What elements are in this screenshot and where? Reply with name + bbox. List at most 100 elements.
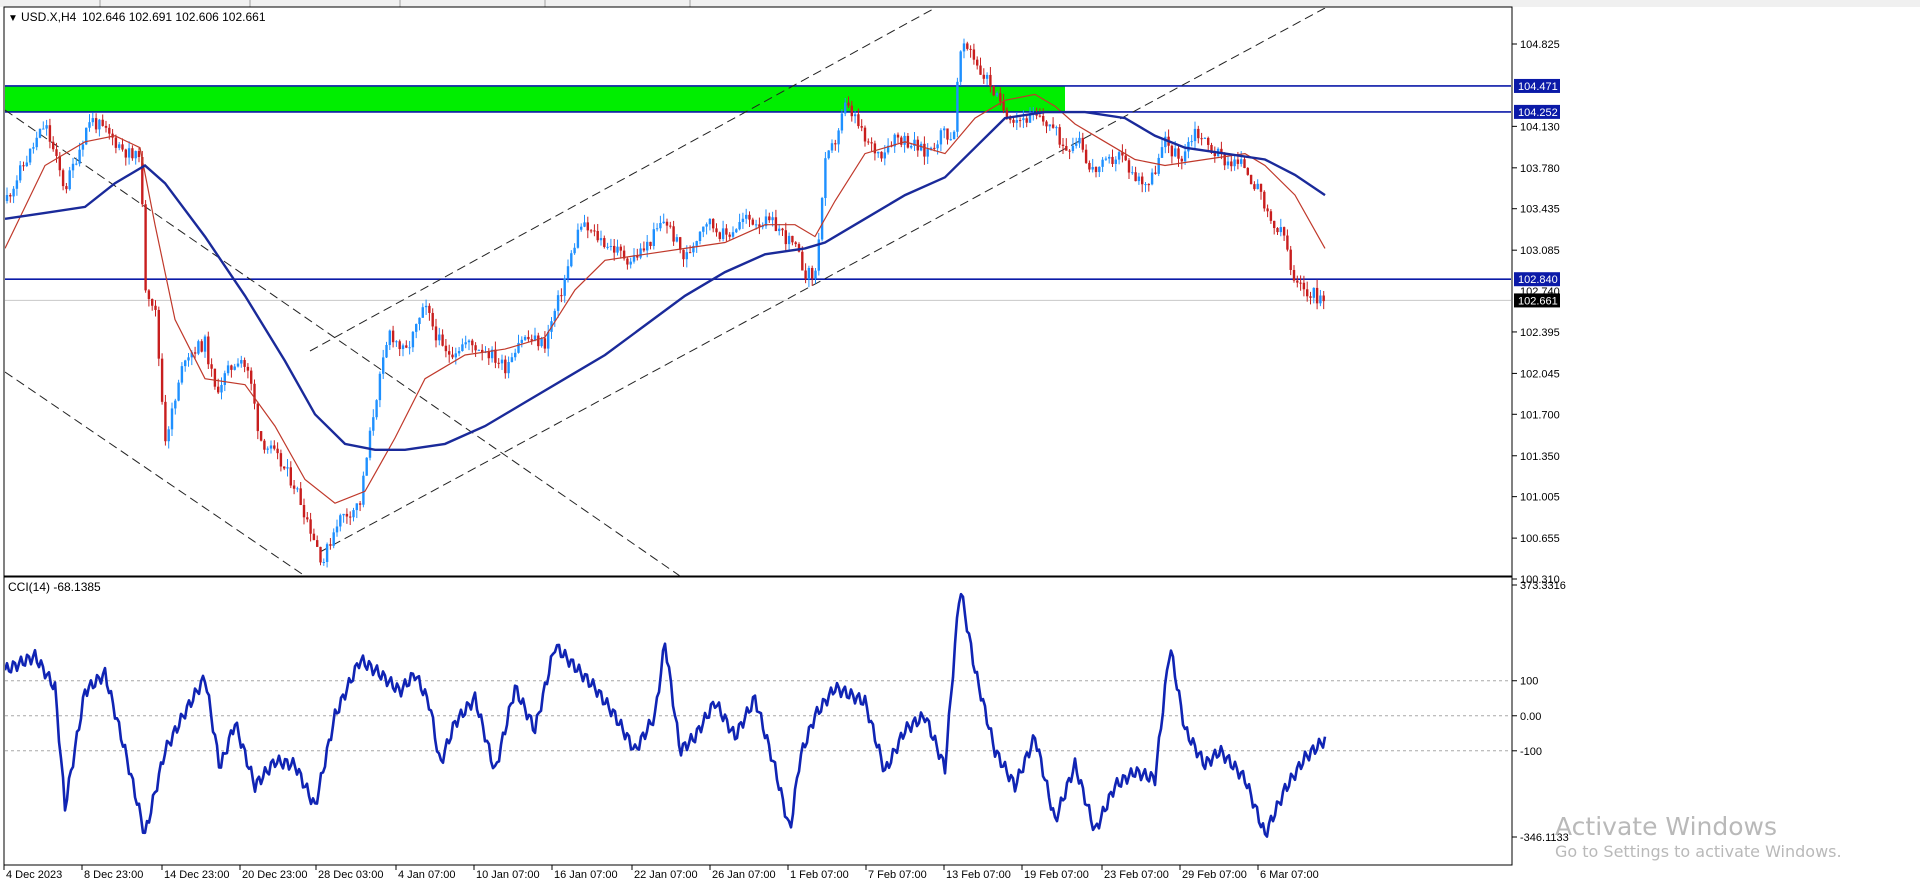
price-axis-label: 102.395 [1520,327,1560,339]
descending-channel-upper[interactable] [5,109,681,576]
candle-body [421,307,424,318]
candle-body [352,510,355,518]
candle-body [1124,155,1127,161]
candle-body [190,352,193,358]
candle-body [342,513,345,516]
candle-body [1256,183,1259,190]
candle-body [781,228,784,231]
candle-body [847,102,850,106]
candle-body [5,195,9,202]
candle-body [1002,101,1005,111]
lower-channel-line[interactable] [319,8,1326,553]
candle-body [411,331,415,348]
descending-channel-lower[interactable] [5,371,306,576]
candle-body [741,218,745,223]
time-axis-label: 16 Jan 07:00 [554,869,618,881]
candle-body [418,317,421,325]
candle-body [583,222,586,227]
candle-body [563,278,566,296]
candle-body [936,144,939,149]
candle-body [1144,184,1147,186]
candle-body [1038,115,1042,117]
candle-body [1088,162,1091,170]
windows-activation-watermark: Activate Windows Go to Settings to activ… [1555,812,1842,862]
candle-body [702,226,705,232]
candle-body [223,373,226,385]
candle-body [431,312,434,327]
candle-body [329,544,332,546]
candle-body [976,59,979,66]
candle-body [319,546,322,563]
candle-body [61,170,65,187]
candle-body [28,148,32,163]
candle-body [200,341,203,352]
cci-line [5,592,1327,838]
candle-body [1081,137,1084,150]
supply-zone [5,85,1065,112]
candle-body [477,349,481,351]
candle-body [662,221,665,224]
candle-body [596,230,599,241]
candle-body [1269,211,1273,221]
candle-body [1174,148,1177,157]
candle-body [1055,127,1058,129]
candle-body [424,305,428,308]
upper-channel-line[interactable] [309,8,936,352]
candle-body [576,229,580,248]
candle-body [754,224,758,226]
candle-body [286,467,289,469]
candle-body [144,204,147,291]
candle-body [606,246,609,248]
candle-body [230,365,233,370]
candle-body [1302,282,1306,290]
chart-symbol-label: USD.X,H4 [21,10,77,24]
candle-body [213,368,217,387]
candle-body [1236,159,1240,164]
candle-body [1197,128,1200,139]
candle-body [1190,141,1193,143]
candle-body [718,232,721,240]
candle-body [910,145,913,148]
candle-body [75,163,78,165]
candle-body [629,261,632,265]
candle-body [669,225,672,227]
candle-body [355,503,358,511]
candle-body [385,344,388,358]
candle-body [408,347,411,349]
candle-body [748,214,751,220]
candle-body [688,252,692,254]
candle-body [1075,143,1078,146]
candle-body [1108,156,1111,159]
candle-body [695,241,698,246]
candle-body [464,342,467,345]
price-axis-label: 103.435 [1520,204,1560,216]
candle-body [893,134,896,147]
candle-body [1282,227,1286,236]
candle-body [873,143,877,154]
symbol-dropdown-icon[interactable]: ▼ [8,13,18,24]
candle-body [335,526,339,533]
candle-body [1266,208,1269,212]
candle-body [121,144,124,150]
candle-body [626,258,629,265]
candle-body [111,133,114,138]
candle-body [1200,138,1203,140]
candle-body [972,49,976,60]
candle-body [870,142,873,144]
time-axis-label: 8 Dec 23:00 [84,869,143,881]
candle-body [22,165,25,167]
candle-body [1243,159,1246,169]
candle-body [682,249,685,260]
candle-body [48,125,52,142]
candle-body [784,230,787,245]
price-axis-label: 104.825 [1520,39,1560,51]
candle-body [233,366,236,370]
candle-body [1065,146,1068,151]
candle-body [721,228,725,240]
candle-body [471,340,474,346]
candle-body [1045,121,1048,127]
candle-body [263,440,266,450]
candle-body [207,336,210,365]
